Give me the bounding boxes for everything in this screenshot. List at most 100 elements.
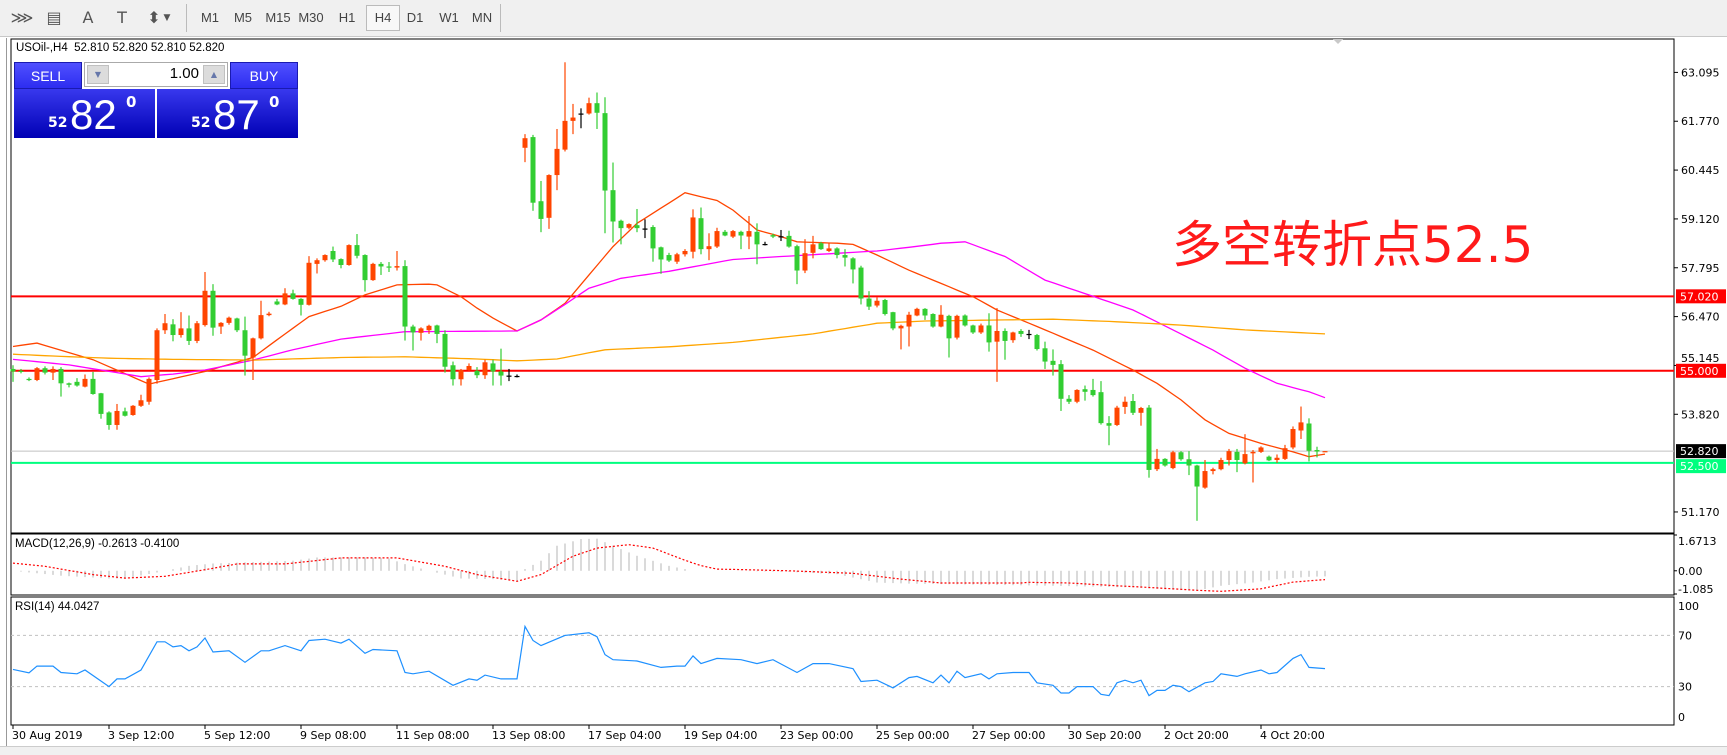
candle-body[interactable]	[498, 371, 504, 376]
candle-body[interactable]	[258, 315, 264, 339]
candle-body[interactable]	[1242, 454, 1248, 464]
sell-button[interactable]: SELL	[14, 62, 82, 89]
candle-body[interactable]	[146, 378, 152, 402]
candle-body[interactable]	[1138, 408, 1144, 413]
timeframe-h4[interactable]: H4	[366, 5, 400, 31]
chevron-down-icon[interactable]: ▼	[163, 13, 171, 23]
candle-body[interactable]	[42, 368, 48, 373]
candle-body[interactable]	[1146, 407, 1152, 470]
candle-body[interactable]	[306, 262, 312, 305]
candle-body[interactable]	[1170, 452, 1176, 469]
candle-body[interactable]	[914, 308, 920, 316]
candle-body[interactable]	[850, 258, 856, 270]
candle-body[interactable]	[570, 117, 576, 121]
candle-body[interactable]	[450, 365, 456, 380]
candle-body[interactable]	[722, 231, 728, 236]
candle-body[interactable]	[1162, 458, 1168, 466]
buy-button[interactable]: BUY	[230, 62, 298, 89]
candle-body[interactable]	[1098, 392, 1104, 424]
candle-body[interactable]	[962, 315, 968, 326]
candle-body[interactable]	[626, 224, 632, 228]
candle-body[interactable]	[906, 314, 912, 327]
candle-body[interactable]	[490, 363, 496, 372]
chart-shift-marker-icon[interactable]	[1333, 39, 1343, 44]
candle-body[interactable]	[1226, 451, 1232, 460]
candle-body[interactable]	[1314, 450, 1320, 452]
candle-body[interactable]	[714, 231, 720, 247]
candle-body[interactable]	[1074, 389, 1080, 402]
candle-body[interactable]	[234, 318, 240, 331]
candle-body[interactable]	[474, 370, 480, 376]
candle-body[interactable]	[170, 324, 176, 336]
candle-body[interactable]	[314, 260, 320, 264]
candle-body[interactable]	[426, 325, 432, 331]
candle-body[interactable]	[802, 253, 808, 271]
candle-body[interactable]	[1290, 429, 1296, 448]
candle-body[interactable]	[562, 120, 568, 150]
candle-body[interactable]	[610, 190, 616, 222]
candle-body[interactable]	[418, 328, 424, 333]
lot-increase-button[interactable]: ▲	[203, 65, 225, 84]
candle-body[interactable]	[202, 290, 208, 326]
candle-body[interactable]	[650, 227, 656, 249]
candle-body[interactable]	[394, 266, 400, 268]
candle-body[interactable]	[506, 375, 512, 377]
candle-body[interactable]	[754, 231, 760, 245]
timeframe-m5[interactable]: M5	[233, 10, 253, 25]
candle-body[interactable]	[1298, 422, 1304, 431]
timeframe-m30[interactable]: M30	[298, 10, 324, 25]
candle-body[interactable]	[138, 400, 144, 406]
candle-body[interactable]	[794, 246, 800, 271]
candle-body[interactable]	[330, 250, 336, 260]
candle-body[interactable]	[1322, 451, 1328, 453]
candle-body[interactable]	[1210, 469, 1216, 472]
candle-body[interactable]	[746, 231, 752, 237]
timeframe-w1[interactable]: W1	[439, 10, 459, 25]
candle-body[interactable]	[674, 254, 680, 262]
candle-body[interactable]	[778, 236, 784, 238]
candle-body[interactable]	[362, 255, 368, 281]
candle-body[interactable]	[706, 246, 712, 250]
candle-body[interactable]	[194, 323, 200, 341]
buy-price-button[interactable]: 52 87 0	[157, 89, 298, 138]
candle-body[interactable]	[738, 231, 744, 236]
candle-body[interactable]	[618, 220, 624, 229]
candle-body[interactable]	[730, 231, 736, 237]
candle-body[interactable]	[586, 103, 592, 114]
candle-body[interactable]	[266, 313, 272, 316]
candle-body[interactable]	[602, 113, 608, 191]
candle-body[interactable]	[346, 245, 352, 265]
timeframe-d1[interactable]: D1	[406, 10, 424, 25]
candle-body[interactable]	[530, 137, 536, 203]
candle-body[interactable]	[810, 244, 816, 253]
candle-body[interactable]	[1106, 423, 1112, 426]
candle-body[interactable]	[466, 365, 472, 371]
candle-body[interactable]	[1042, 348, 1048, 362]
timeframe-m15[interactable]: M15	[265, 10, 291, 25]
candle-body[interactable]	[666, 255, 672, 261]
candle-body[interactable]	[1258, 447, 1264, 452]
candle-body[interactable]	[1026, 333, 1032, 336]
candle-body[interactable]	[546, 175, 552, 218]
candle-body[interactable]	[1002, 330, 1008, 341]
candle-body[interactable]	[50, 368, 56, 373]
candle-body[interactable]	[1266, 456, 1272, 461]
candle-body[interactable]	[698, 218, 704, 250]
candle-body[interactable]	[1034, 335, 1040, 350]
candle-body[interactable]	[226, 317, 232, 323]
candle-body[interactable]	[242, 330, 248, 356]
candle-body[interactable]	[578, 113, 584, 115]
candle-body[interactable]	[842, 255, 848, 258]
elliott-wave-icon[interactable]: ⋙	[10, 8, 34, 27]
candle-body[interactable]	[106, 412, 112, 425]
candle-body[interactable]	[818, 243, 824, 250]
candle-body[interactable]	[1122, 401, 1128, 407]
candle-body[interactable]	[114, 410, 120, 425]
candle-body[interactable]	[1186, 459, 1192, 466]
candle-body[interactable]	[762, 243, 768, 246]
candle-body[interactable]	[1202, 471, 1208, 488]
candle-body[interactable]	[594, 103, 600, 113]
timeframe-h1[interactable]: H1	[338, 10, 356, 25]
candle-body[interactable]	[514, 375, 520, 378]
lot-size-field[interactable]: ▼ 1.00 ▲	[84, 62, 228, 87]
